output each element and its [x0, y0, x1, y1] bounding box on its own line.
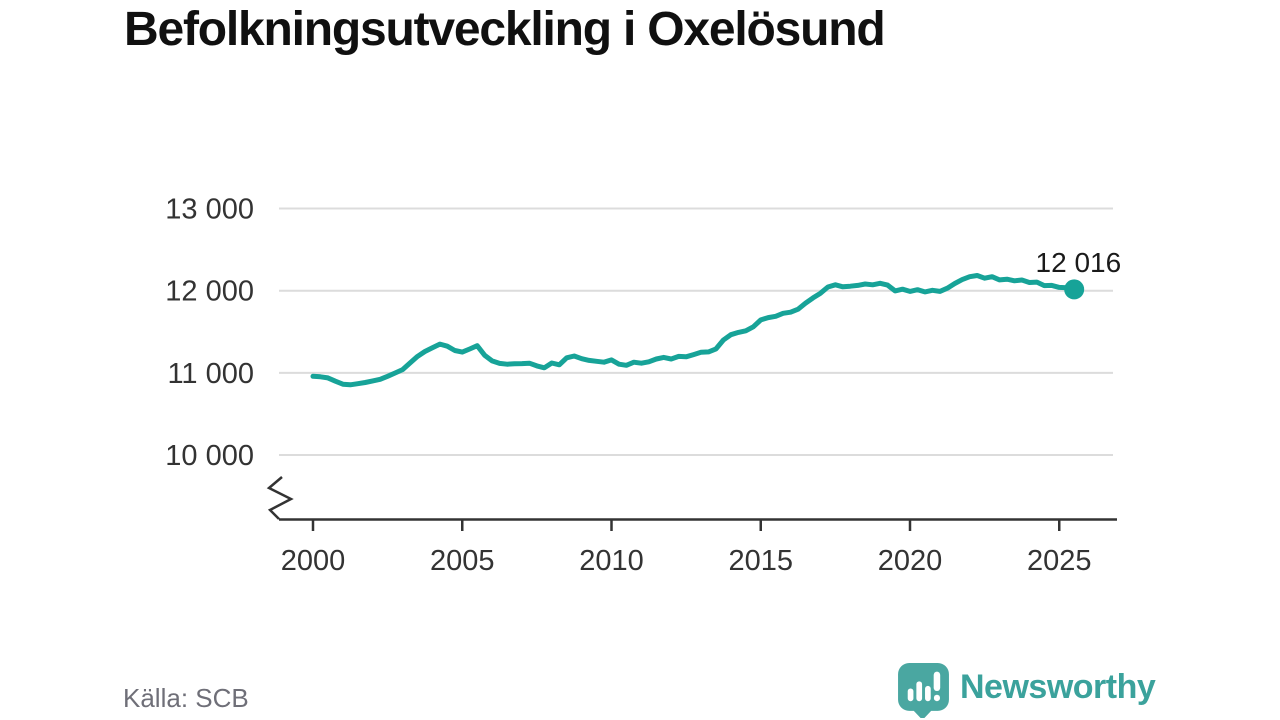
- newsworthy-logo-icon: [898, 663, 949, 718]
- bar-icon: [907, 688, 914, 702]
- newsworthy-wordmark: Newsworthy: [960, 668, 1156, 706]
- speech-bubble-shape: [898, 663, 949, 718]
- last-value-label: 12 016: [1036, 247, 1122, 278]
- newsworthy-branding: Newsworthy: [897, 662, 1156, 718]
- y-tick-label: 11 000: [167, 358, 254, 390]
- exclamation-icon: [933, 671, 941, 692]
- x-tick-label: 2010: [579, 545, 644, 577]
- x-tick-label: 2000: [281, 545, 346, 577]
- bar-icon: [916, 681, 923, 702]
- y-tick-label: 13 000: [165, 194, 254, 226]
- axis-break-icon: [266, 476, 294, 520]
- y-tick-label: 10 000: [165, 440, 254, 472]
- last-point-marker: [1064, 279, 1085, 300]
- y-tick-label: 12 000: [165, 276, 254, 308]
- source-label: Källa: SCB: [123, 683, 249, 713]
- x-tick-label: 2005: [430, 545, 495, 577]
- exclamation-dot-icon: [933, 694, 940, 702]
- bar-icon: [925, 685, 931, 702]
- population-line: [310, 273, 1077, 388]
- x-tick-label: 2025: [1027, 545, 1092, 577]
- x-tick-label: 2020: [878, 545, 943, 577]
- chart-title: Befolkningsutveckling i Oxelösund: [124, 3, 886, 56]
- x-tick-label: 2015: [728, 545, 793, 577]
